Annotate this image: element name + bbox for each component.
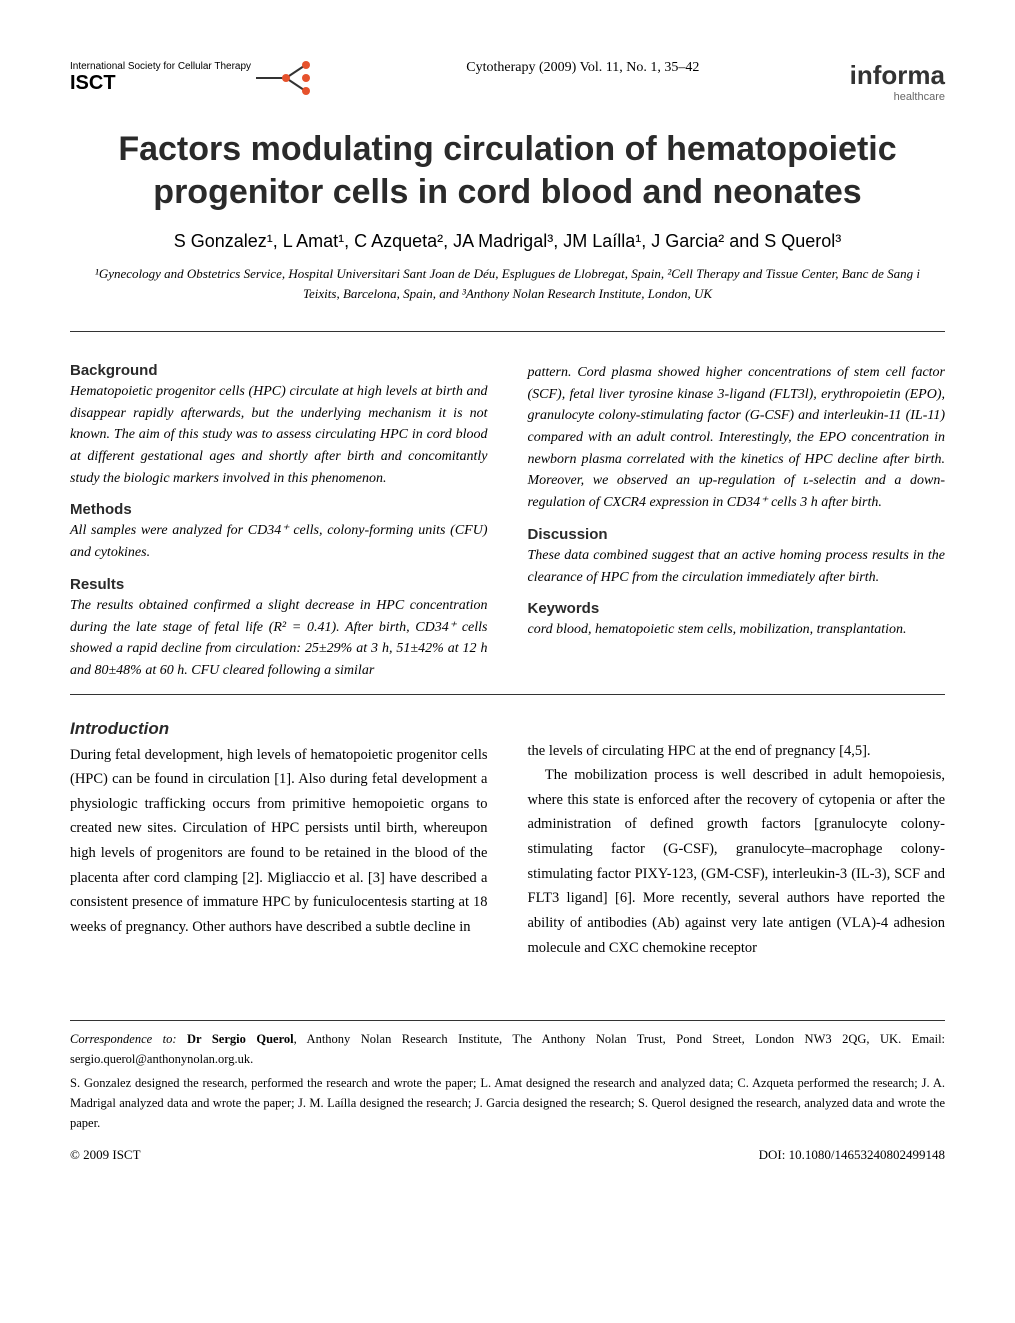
- copyright-text: © 2009 ISCT: [70, 1147, 141, 1163]
- correspondence-text: Correspondence to: Dr Sergio Querol, Ant…: [70, 1029, 945, 1069]
- society-logo: International Society for Cellular Thera…: [70, 60, 316, 96]
- publisher-sub: healthcare: [850, 91, 945, 103]
- journal-citation: Cytotherapy (2009) Vol. 11, No. 1, 35–42: [316, 60, 850, 76]
- publisher-name: informa: [850, 60, 945, 91]
- page-header: International Society for Cellular Thera…: [70, 60, 945, 103]
- abstract-bottom-rule: [70, 694, 945, 695]
- body-left-col: Introduction During fetal development, h…: [70, 705, 488, 961]
- background-text: Hematopoietic progenitor cells (HPC) cir…: [70, 381, 488, 489]
- society-name: International Society for Cellular Thera…: [70, 61, 251, 72]
- page-footer-row: © 2009 ISCT DOI: 10.1080/146532408024991…: [70, 1147, 945, 1163]
- body-columns: Introduction During fetal development, h…: [70, 705, 945, 961]
- background-heading: Background: [70, 362, 488, 379]
- society-abbr: ISCT: [70, 72, 251, 95]
- results-text-part2: pattern. Cord plasma showed higher conce…: [528, 362, 946, 514]
- isct-icon: [256, 60, 316, 96]
- article-title: Factors modulating circulation of hemato…: [100, 128, 915, 213]
- keywords-heading: Keywords: [528, 600, 946, 617]
- abstract-top-rule: [70, 331, 945, 332]
- footer-rule: [70, 1020, 945, 1021]
- author-list: S Gonzalez¹, L Amat¹, C Azqueta², JA Mad…: [70, 231, 945, 252]
- publisher-block: informa healthcare: [850, 60, 945, 103]
- keywords-text: cord blood, hematopoietic stem cells, mo…: [528, 619, 946, 641]
- introduction-heading: Introduction: [70, 719, 488, 739]
- intro-para-right-2: The mobilization process is well describ…: [528, 763, 946, 960]
- results-text-part1: The results obtained confirmed a slight …: [70, 595, 488, 682]
- affiliations: ¹Gynecology and Obstetrics Service, Hosp…: [90, 264, 925, 303]
- abstract-right-col: pattern. Cord plasma showed higher conce…: [528, 350, 946, 682]
- discussion-text: These data combined suggest that an acti…: [528, 545, 946, 588]
- abstract-block: Background Hematopoietic progenitor cell…: [70, 350, 945, 682]
- discussion-heading: Discussion: [528, 526, 946, 543]
- intro-para-left: During fetal development, high levels of…: [70, 743, 488, 940]
- results-heading: Results: [70, 576, 488, 593]
- corr-author-name: Dr Sergio Querol: [187, 1032, 294, 1046]
- methods-heading: Methods: [70, 501, 488, 518]
- abstract-left-col: Background Hematopoietic progenitor cell…: [70, 350, 488, 682]
- methods-text: All samples were analyzed for CD34⁺ cell…: [70, 520, 488, 563]
- author-contributions: S. Gonzalez designed the research, perfo…: [70, 1073, 945, 1133]
- journal-page: International Society for Cellular Thera…: [0, 0, 1015, 1203]
- intro-para-right-1: the levels of circulating HPC at the end…: [528, 739, 946, 764]
- body-right-col: the levels of circulating HPC at the end…: [528, 705, 946, 961]
- doi-text: DOI: 10.1080/14653240802499148: [759, 1147, 945, 1163]
